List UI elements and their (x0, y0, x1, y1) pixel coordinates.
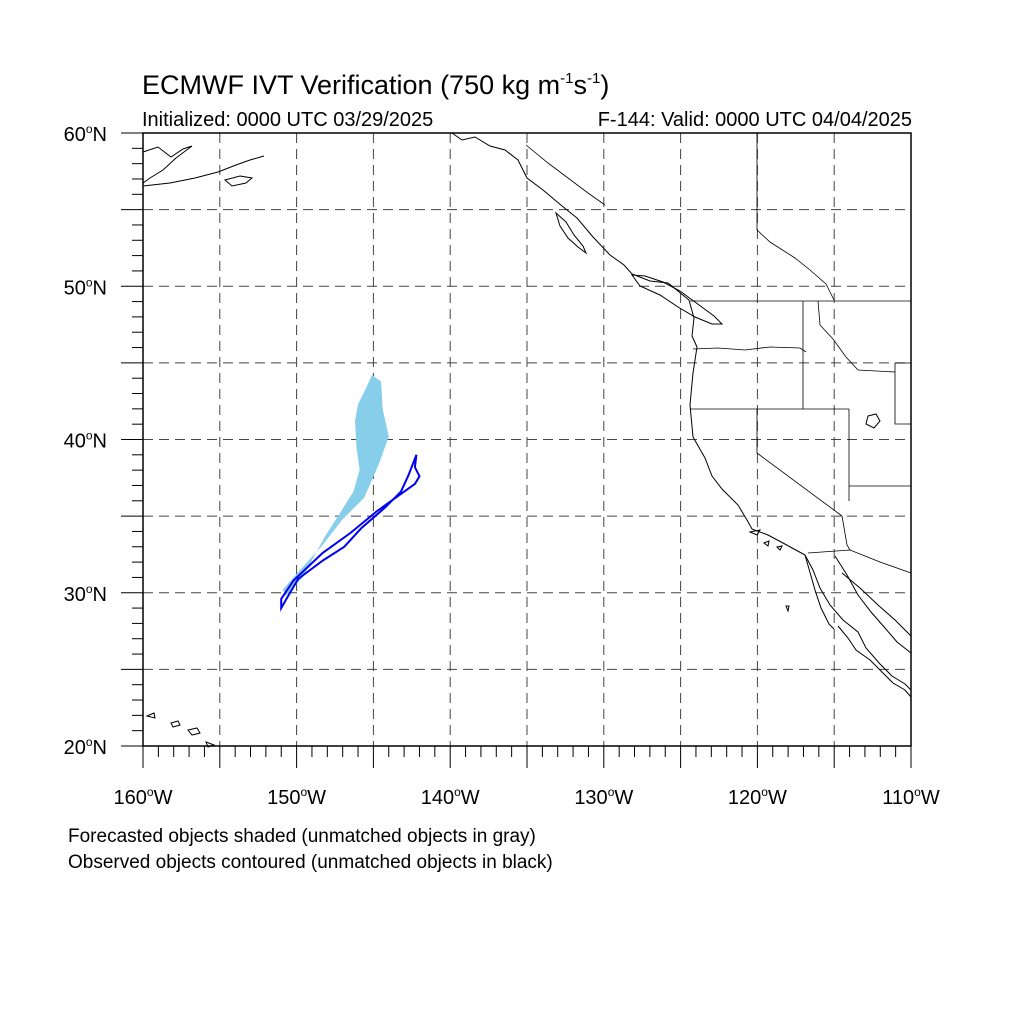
title-main: ECMWF IVT Verification (750 kg m (142, 70, 561, 100)
wyoming-border (894, 362, 911, 425)
montana-idaho-border (817, 300, 896, 373)
lat-tick-label: 60oN (64, 122, 107, 146)
north-america-west-coast (451, 132, 835, 630)
title-exponent-2: -1 (586, 70, 601, 87)
political-borders (525, 133, 912, 574)
initialized-time: Initialized: 0000 UTC 03/29/2025 (142, 109, 434, 131)
channel-islands (748, 529, 790, 613)
us-mexico-border (807, 549, 912, 574)
lat-tick-label: 40oN (64, 429, 107, 453)
title-exponent-1: -1 (560, 70, 574, 87)
hawaii-islands (145, 712, 216, 748)
alaska-coast (142, 145, 193, 184)
haida-gwaii (554, 211, 588, 255)
legend-observed-note: Observed objects contoured (unmatched ob… (68, 852, 553, 873)
lat-tick-label: 20oN (64, 735, 107, 759)
grid-lines (143, 133, 911, 746)
washington-oregon-border (692, 346, 807, 353)
alaska-peninsula (142, 155, 265, 187)
longitude-labels: 160oW 150oW 140oW 130oW 120oW 110oW (114, 785, 940, 809)
observed-object-contour (280, 454, 421, 612)
legend-forecast-note: Forecasted objects shaded (unmatched obj… (68, 826, 536, 847)
axis-ticks (121, 132, 912, 768)
valid-time: F-144: Valid: 0000 UTC 04/04/2025 (597, 109, 912, 131)
alaska-bc-border (525, 144, 606, 206)
lon-tick-label: 160oW (114, 785, 173, 809)
lon-tick-label: 110oW (882, 785, 940, 809)
lat-tick-label: 50oN (64, 275, 107, 299)
california-nevada-border (756, 409, 843, 517)
lon-tick-label: 120oW (728, 785, 787, 809)
latitude-labels: 60oN 50oN 40oN 30oN 20oN (64, 122, 107, 759)
gulf-of-california (834, 555, 912, 654)
vancouver-island (630, 274, 724, 325)
title-mid: s (573, 70, 587, 100)
title-end: ) (600, 70, 610, 100)
forecast-object-shaded (282, 375, 389, 596)
verification-objects (280, 375, 421, 612)
arizona-california-border (841, 515, 851, 551)
lat-tick-label: 30oN (64, 582, 107, 606)
lon-tick-label: 140oW (421, 785, 480, 809)
coastlines-and-borders (142, 132, 912, 748)
minor-ticks (132, 147, 897, 757)
lon-tick-label: 150oW (267, 785, 326, 809)
mexico-mainland (841, 572, 912, 637)
kodiak-island (223, 175, 254, 187)
lake-michigan-area (865, 413, 881, 429)
baja-california (804, 554, 912, 691)
central-mexico-coast (837, 625, 912, 698)
map-title: ECMWF IVT Verification (750 kg m-1s-1) (142, 70, 609, 101)
lon-tick-label: 130oW (574, 785, 633, 809)
bc-alberta-border (756, 133, 835, 301)
